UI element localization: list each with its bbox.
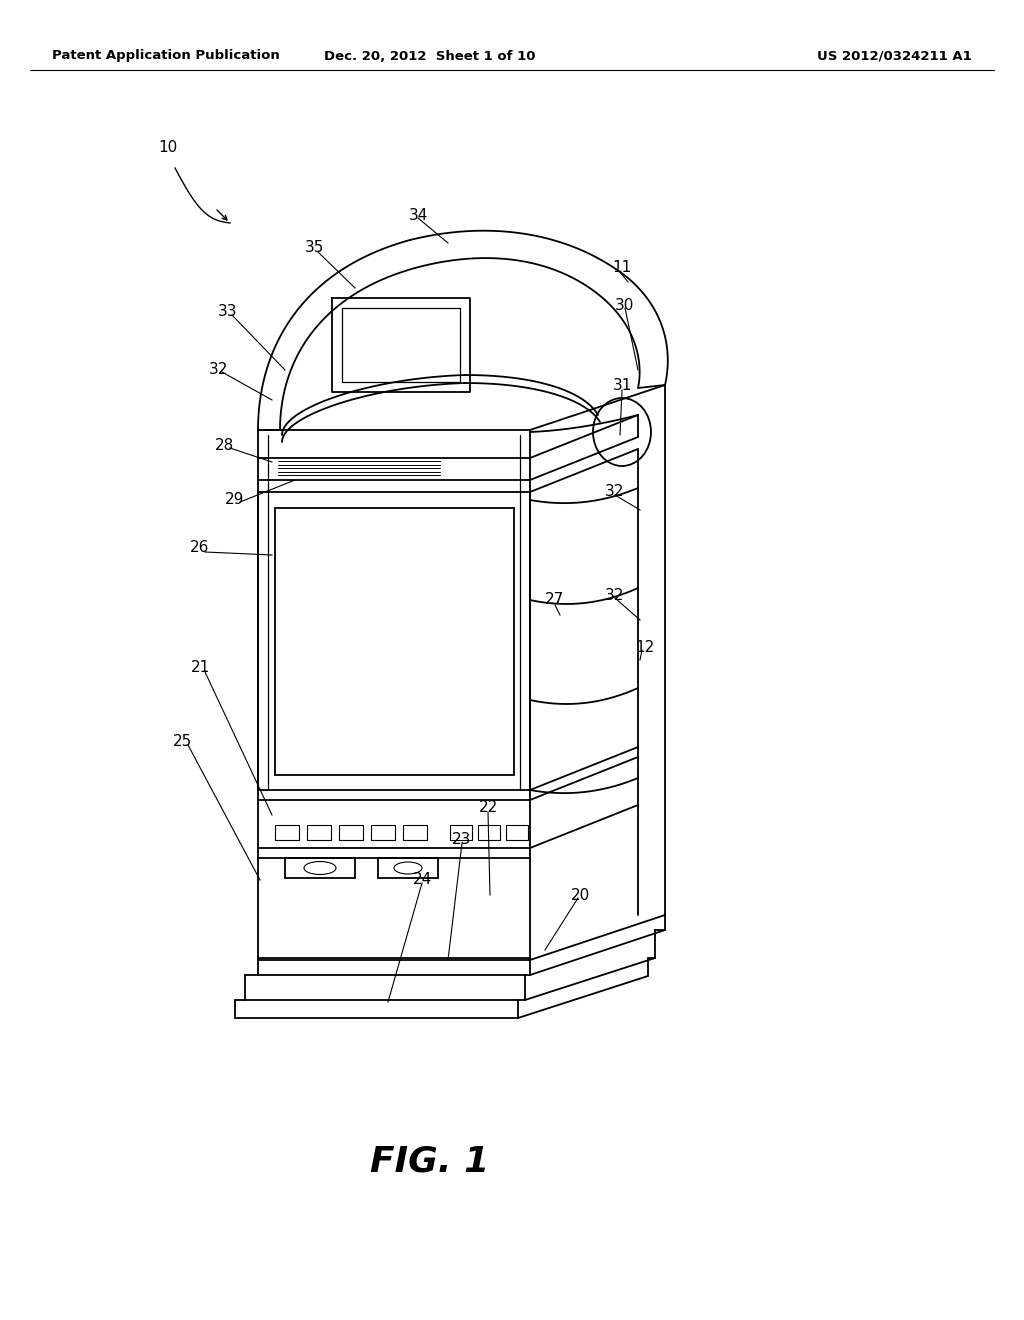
Text: 22: 22 bbox=[478, 800, 498, 816]
Text: 34: 34 bbox=[409, 207, 428, 223]
Text: 28: 28 bbox=[215, 437, 234, 453]
Text: 27: 27 bbox=[546, 593, 564, 607]
Text: 25: 25 bbox=[172, 734, 191, 750]
Text: 32: 32 bbox=[208, 363, 227, 378]
Bar bbox=[478, 825, 500, 840]
Text: 31: 31 bbox=[612, 378, 632, 392]
Bar bbox=[339, 825, 362, 840]
Bar bbox=[371, 825, 395, 840]
Text: 33: 33 bbox=[218, 305, 238, 319]
Text: 30: 30 bbox=[615, 297, 635, 313]
Text: 32: 32 bbox=[605, 484, 625, 499]
Bar bbox=[275, 825, 299, 840]
Bar bbox=[403, 825, 427, 840]
Text: US 2012/0324211 A1: US 2012/0324211 A1 bbox=[817, 49, 972, 62]
Bar bbox=[450, 825, 472, 840]
Text: 26: 26 bbox=[190, 540, 210, 556]
Text: 32: 32 bbox=[605, 587, 625, 602]
Text: 23: 23 bbox=[453, 833, 472, 847]
Bar bbox=[506, 825, 528, 840]
Text: 24: 24 bbox=[413, 873, 432, 887]
Text: Dec. 20, 2012  Sheet 1 of 10: Dec. 20, 2012 Sheet 1 of 10 bbox=[325, 49, 536, 62]
Text: Patent Application Publication: Patent Application Publication bbox=[52, 49, 280, 62]
Bar bbox=[307, 825, 331, 840]
Text: 21: 21 bbox=[190, 660, 210, 676]
Text: 12: 12 bbox=[635, 640, 654, 656]
Text: 29: 29 bbox=[225, 492, 245, 507]
Text: 10: 10 bbox=[159, 140, 177, 156]
Text: FIG. 1: FIG. 1 bbox=[371, 1144, 489, 1179]
Text: 11: 11 bbox=[612, 260, 632, 276]
Text: 20: 20 bbox=[570, 887, 590, 903]
Text: 35: 35 bbox=[305, 240, 325, 256]
